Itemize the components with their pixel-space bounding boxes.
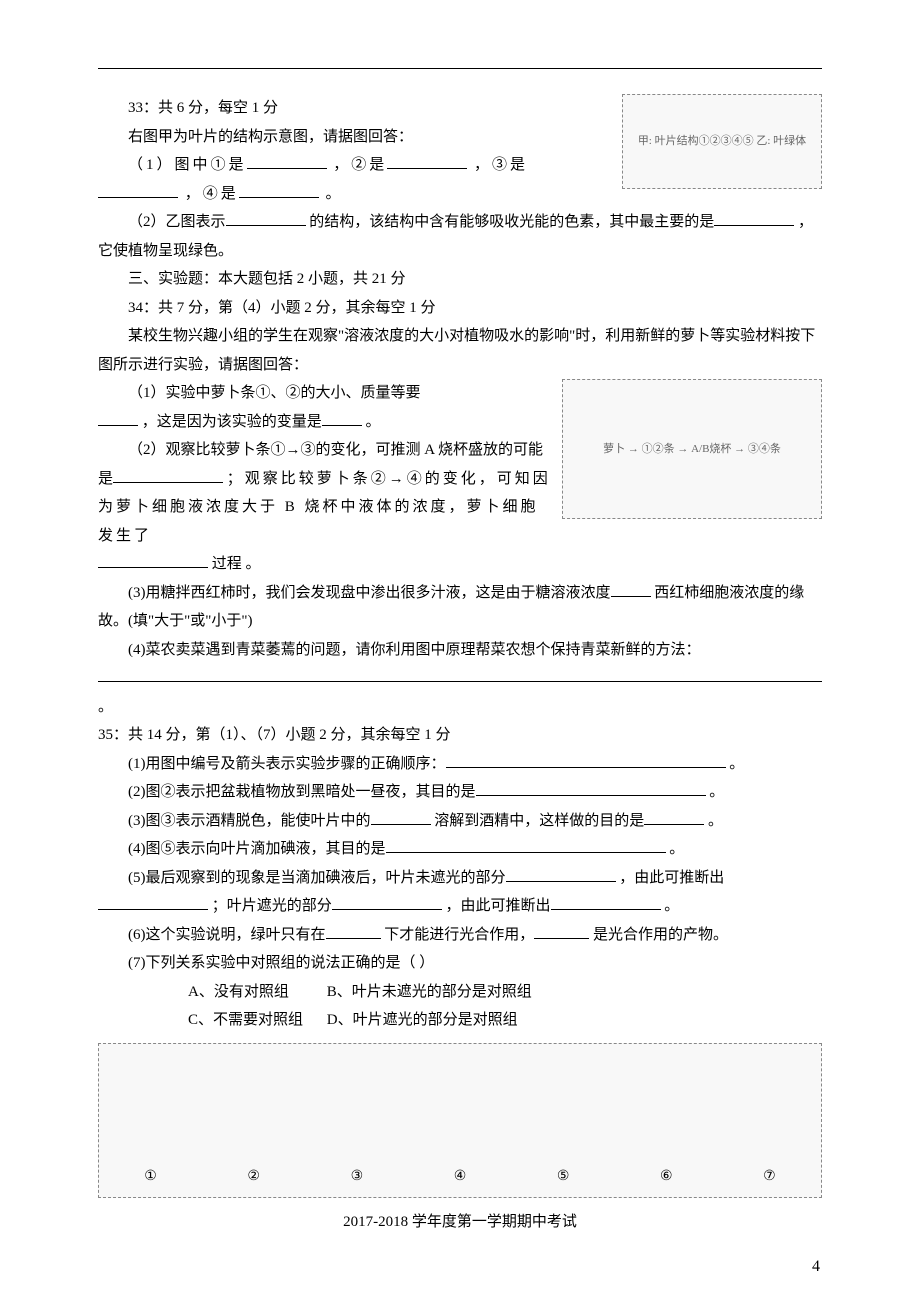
q35-p5: (5)最后观察到的现象是当滴加碘液后，叶片未遮光的部分 ，由此可推断出 ；叶片遮… — [98, 864, 822, 921]
q35-p6c: 是光合作用的产物。 — [593, 927, 728, 943]
q35-p1b: 。 — [729, 756, 744, 772]
q35-p4a: (4)图⑤表示向叶片滴加碘液，其目的是 — [128, 841, 386, 857]
q33-p2b: 的结构，该结构中含有能够吸收光能的色素，其中最主要的是 — [309, 214, 714, 230]
blank-33-2[interactable] — [387, 151, 467, 169]
q35-p3a: (3)图③表示酒精脱色，能使叶片中的 — [128, 813, 371, 829]
q33-p2a: （2）乙图表示 — [128, 214, 226, 230]
q35-p2: (2)图②表示把盆栽植物放到黑暗处一昼夜，其目的是 。 — [98, 778, 822, 807]
q33-p1a: （1）图中①是 — [128, 157, 247, 173]
q35-p3: (3)图③表示酒精脱色，能使叶片中的 溶解到酒精中，这样做的目的是 。 — [98, 807, 822, 836]
q34-p4-answer: 。 — [98, 664, 822, 721]
footer-title: 2017-2018 学年度第一学期期中考试 — [98, 1208, 822, 1237]
fig-step-1: ① — [144, 1164, 157, 1191]
q35-p7: (7)下列关系实验中对照组的说法正确的是（ ） — [98, 949, 822, 978]
q35-optC[interactable]: C、不需要对照组 — [143, 1006, 323, 1035]
q35-p3b: 溶解到酒精中，这样做的目的是 — [434, 813, 644, 829]
q35-p4b: 。 — [669, 841, 684, 857]
blank-35-1[interactable] — [446, 750, 726, 768]
q35-options-row1: A、没有对照组 B、叶片未遮光的部分是对照组 — [98, 978, 822, 1007]
q35-p2b: 。 — [709, 784, 724, 800]
q35-options-row2: C、不需要对照组 D、叶片遮光的部分是对照组 — [98, 1006, 822, 1035]
q33-p1c: ，③是 — [474, 157, 528, 173]
q35-optD[interactable]: D、叶片遮光的部分是对照组 — [327, 1012, 518, 1028]
blank-33-5[interactable] — [226, 208, 306, 226]
q35-p5d: ，由此可推断出 — [446, 898, 551, 914]
radish-experiment-figure: 萝卜 → ①②条 → A/B烧杯 → ③④条 — [562, 379, 822, 519]
q35-p6: (6)这个实验说明，绿叶只有在 下才能进行光合作用， 是光合作用的产物。 — [98, 921, 822, 950]
blank-35-6[interactable] — [98, 892, 208, 910]
blank-33-6[interactable] — [714, 208, 794, 226]
q35-p1: (1)用图中编号及箭头表示实验步骤的正确顺序： 。 — [98, 750, 822, 779]
blank-33-4[interactable] — [239, 180, 319, 198]
leaf-structure-figure: 甲: 叶片结构①②③④⑤ 乙: 叶绿体 — [622, 94, 822, 189]
q35-header: 35：共 14 分，第（1）、（7）小题 2 分，其余每空 1 分 — [98, 721, 822, 750]
fig-step-4: ④ — [454, 1164, 467, 1191]
fig-step-6: ⑥ — [660, 1164, 673, 1191]
fig-step-3: ③ — [351, 1164, 364, 1191]
q34-lead: 某校生物兴趣小组的学生在观察"溶液浓度的大小对植物吸水的影响"时，利用新鲜的萝卜… — [98, 322, 822, 379]
blank-35-4[interactable] — [386, 835, 666, 853]
q34-p1b: ，这是因为该实验的变量是 — [142, 414, 322, 430]
q35-p1a: (1)用图中编号及箭头表示实验步骤的正确顺序： — [128, 756, 446, 772]
q34-p4-text: (4)菜农卖菜遇到青菜萎蔫的问题，请你利用图中原理帮菜农想个保持青菜新鲜的方法： — [98, 636, 822, 665]
fig-step-7: ⑦ — [763, 1164, 776, 1191]
q34-p3a: (3)用糖拌西红柿时，我们会发现盘中渗出很多汁液，这是由于糖溶液浓度 — [128, 585, 611, 601]
q35-optA[interactable]: A、没有对照组 — [143, 978, 323, 1007]
q35-p5a: (5)最后观察到的现象是当滴加碘液后，叶片未遮光的部分 — [128, 870, 506, 886]
blank-34-5[interactable] — [611, 579, 651, 597]
q34-header: 34：共 7 分，第（4）小题 2 分，其余每空 1 分 — [98, 294, 822, 323]
q35-p6a: (6)这个实验说明，绿叶只有在 — [128, 927, 326, 943]
blank-34-2[interactable] — [322, 408, 362, 426]
blank-34-3[interactable] — [113, 465, 223, 483]
q35-p4: (4)图⑤表示向叶片滴加碘液，其目的是 。 — [98, 835, 822, 864]
blank-35-2[interactable] — [476, 778, 706, 796]
section3-header: 三、实验题：本大题包括 2 小题，共 21 分 — [98, 265, 822, 294]
q34-p3: (3)用糖拌西红柿时，我们会发现盘中渗出很多汁液，这是由于糖溶液浓度 西红柿细胞… — [98, 579, 822, 636]
blank-33-3[interactable] — [98, 180, 178, 198]
blank-35-5[interactable] — [506, 864, 616, 882]
top-rule — [98, 68, 822, 69]
blank-35-3[interactable] — [371, 807, 431, 825]
blank-33-1[interactable] — [247, 151, 327, 169]
blank-35-8[interactable] — [551, 892, 661, 910]
q33-p1d: ，④是 — [185, 186, 239, 202]
blank-35-10[interactable] — [534, 921, 589, 939]
page-number: 4 — [812, 1252, 820, 1282]
q34-p1c: 。 — [366, 414, 381, 430]
photosynthesis-steps-figure: ① ② ③ ④ ⑤ ⑥ ⑦ — [98, 1043, 822, 1198]
q33-p2: （2）乙图表示 的结构，该结构中含有能够吸收光能的色素，其中最主要的是 ，它使植… — [98, 208, 822, 265]
q35-p3c: 。 — [708, 813, 723, 829]
q33-p1e: 。 — [326, 186, 344, 202]
q35-p5b: ，由此可推断出 — [619, 870, 724, 886]
fig-step-2: ② — [247, 1164, 260, 1191]
q35-optB[interactable]: B、叶片未遮光的部分是对照组 — [327, 984, 532, 1000]
q35-p5e: 。 — [664, 898, 679, 914]
radish-figure-alt: 萝卜 → ①②条 → A/B烧杯 → ③④条 — [603, 439, 781, 460]
q33-p1b: ，②是 — [333, 157, 387, 173]
blank-34-6[interactable] — [98, 664, 822, 682]
q34-p2c: 过程 。 — [212, 556, 261, 572]
blank-35-3b[interactable] — [644, 807, 704, 825]
blank-34-4[interactable] — [98, 550, 208, 568]
blank-34-1[interactable] — [98, 408, 138, 426]
q35-p5c: ；叶片遮光的部分 — [212, 898, 332, 914]
q35-p2a: (2)图②表示把盆栽植物放到黑暗处一昼夜，其目的是 — [128, 784, 476, 800]
blank-35-7[interactable] — [332, 892, 442, 910]
q34-p1a: （1）实验中萝卜条①、②的大小、质量等要 — [128, 385, 421, 401]
q35-p6b: 下才能进行光合作用， — [384, 927, 534, 943]
leaf-figure-alt: 甲: 叶片结构①②③④⑤ 乙: 叶绿体 — [638, 131, 806, 152]
fig-step-5: ⑤ — [557, 1164, 570, 1191]
blank-35-9[interactable] — [326, 921, 381, 939]
